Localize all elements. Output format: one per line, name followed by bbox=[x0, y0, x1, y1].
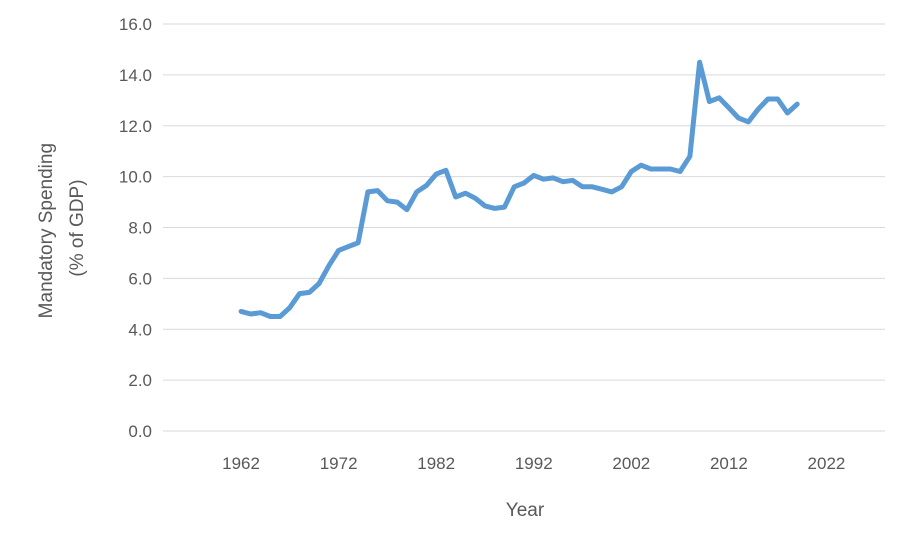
y-tick-label: 2.0 bbox=[128, 371, 152, 390]
series-group bbox=[238, 59, 800, 319]
x-tick-label: 1992 bbox=[515, 454, 553, 473]
y-tick-label: 6.0 bbox=[128, 269, 152, 288]
x-tick-label: 2022 bbox=[808, 454, 846, 473]
x-axis-title: Year bbox=[506, 500, 545, 521]
y-axis-title: Mandatory Spending (% of GDP) bbox=[36, 138, 88, 319]
y-tick-label: 8.0 bbox=[128, 219, 152, 238]
x-tick-label: 1962 bbox=[222, 454, 260, 473]
gridlines bbox=[163, 23, 885, 432]
x-tick-label: 1982 bbox=[417, 454, 455, 473]
x-tick-label: 2002 bbox=[612, 454, 650, 473]
y-tick-label: 12.0 bbox=[119, 117, 152, 136]
y-tick-label: 4.0 bbox=[128, 320, 152, 339]
y-axis-title-line-2: (% of GDP) bbox=[67, 179, 88, 276]
y-tick-label: 10.0 bbox=[119, 168, 152, 187]
y-tick-label: 16.0 bbox=[119, 15, 152, 34]
series-line bbox=[238, 59, 800, 319]
y-axis-title-line-1: Mandatory Spending bbox=[36, 143, 57, 318]
y-tick-label: 14.0 bbox=[119, 66, 152, 85]
y-axis-tick-labels: 0.0 2.0 4.0 6.0 8.0 10.0 12.0 14.0 16.0 bbox=[119, 15, 152, 441]
x-tick-label: 1972 bbox=[320, 454, 358, 473]
x-axis-tick-labels: 1962 1972 1982 1992 2002 2012 2022 bbox=[222, 454, 845, 473]
x-tick-label: 2012 bbox=[710, 454, 748, 473]
y-tick-label: 0.0 bbox=[128, 422, 152, 441]
